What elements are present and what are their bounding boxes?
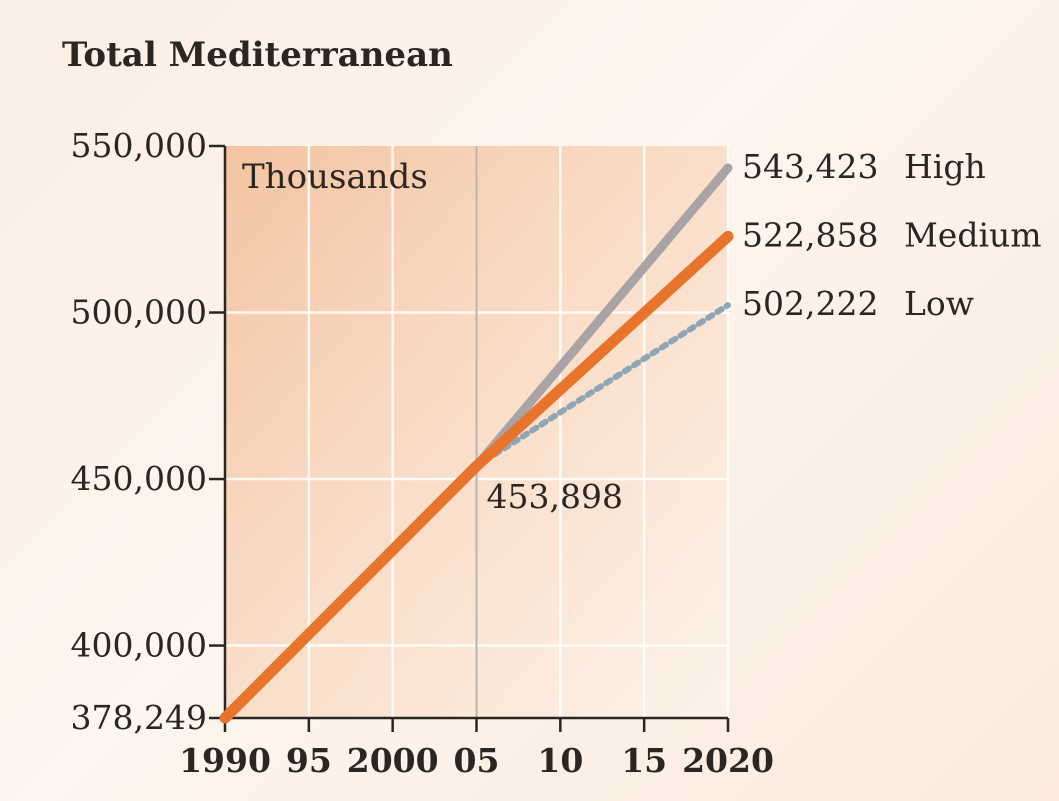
x-tick-label: 15 (621, 741, 667, 780)
end-value-high: 543,423 (742, 147, 878, 186)
x-tick-label: 2020 (682, 741, 774, 780)
series-name-medium: Medium (904, 215, 1042, 254)
y-tick-label: 500,000 (71, 293, 207, 332)
x-tick-label: 05 (454, 741, 500, 780)
y-tick-label: 400,000 (71, 626, 207, 665)
x-tick-label: 1990 (179, 741, 271, 780)
annotation-value: 453,898 (487, 477, 623, 516)
series-name-low: Low (904, 284, 974, 323)
series-line-high (472, 163, 733, 471)
grid (225, 146, 730, 718)
labels-layer: 543,423 High 502,222 Low 522,858 Medium 453,89… (487, 147, 1042, 516)
series-layer (219, 163, 734, 724)
series-line-medium (219, 230, 734, 724)
x-tick-label: 10 (537, 741, 583, 780)
x-tick-label: 2000 (347, 741, 439, 780)
y-tick-label: 450,000 (71, 459, 207, 498)
chart-title: Total Mediterranean (62, 35, 453, 75)
x-tick-label: 95 (286, 741, 332, 780)
series-line-low (473, 302, 731, 470)
series-name-high: High (904, 147, 986, 186)
end-value-low: 502,222 (742, 284, 878, 323)
y-tick-label: 378,249 (71, 698, 207, 737)
end-value-medium: 522,858 (742, 215, 878, 254)
y-tick-label: 550,000 (71, 126, 207, 165)
unit-label: Thousands (242, 157, 428, 197)
axes: 378,249 400,000 450,000 500,000 550,000 1990 9… (71, 126, 774, 780)
